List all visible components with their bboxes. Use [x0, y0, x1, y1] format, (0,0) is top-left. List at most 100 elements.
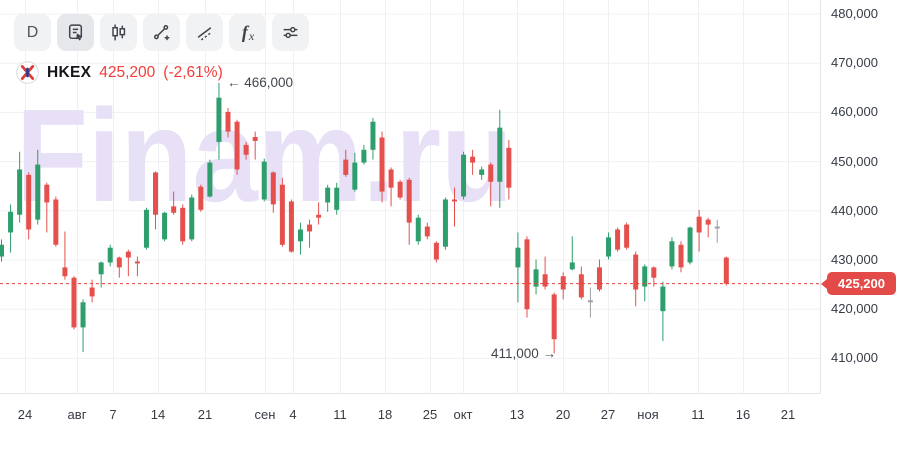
candle	[587, 287, 593, 318]
candle-body	[452, 199, 457, 202]
trendline-tool-button[interactable]	[143, 14, 180, 51]
candle	[89, 279, 95, 303]
candle-body	[696, 216, 702, 233]
time-axis-label: 21	[197, 407, 213, 422]
price-axis-separator	[820, 0, 821, 393]
candle	[252, 131, 258, 160]
candle	[379, 131, 385, 203]
candle-body	[406, 179, 412, 223]
time-axis-label: 11	[691, 407, 705, 422]
candle-body	[606, 237, 612, 257]
candle	[497, 109, 503, 208]
candle-body	[53, 199, 59, 245]
candle	[116, 256, 122, 278]
candle	[189, 194, 195, 242]
candle-body	[325, 187, 331, 203]
candle	[651, 266, 657, 287]
time-axis-label: 14	[150, 407, 166, 422]
candlestick-icon	[112, 24, 126, 41]
candle-body	[397, 181, 403, 198]
ray-icon	[197, 27, 213, 41]
candle-body	[506, 147, 512, 188]
candle-body	[542, 274, 548, 287]
candle	[107, 244, 113, 267]
candle	[234, 119, 240, 175]
grid	[0, 0, 820, 393]
time-axis-label: 21	[780, 407, 796, 422]
candle	[352, 152, 358, 192]
candle-body	[497, 127, 503, 182]
candle-body	[0, 244, 4, 257]
symbol-info: HKEX 425,200 (-2,61%)	[16, 61, 223, 84]
chart-type-button[interactable]	[100, 14, 137, 51]
candle	[723, 256, 729, 286]
candle	[8, 204, 14, 253]
candle	[270, 171, 276, 213]
candle-body	[62, 267, 68, 277]
candle	[606, 232, 612, 260]
settings-button[interactable]	[272, 14, 309, 51]
candle-body	[116, 257, 122, 268]
time-axis-label: 4	[289, 407, 297, 422]
candle	[62, 231, 68, 280]
candle-body	[352, 162, 358, 190]
candle	[406, 177, 412, 245]
candle-body	[243, 144, 249, 155]
candle-body	[479, 169, 485, 175]
candle	[80, 299, 86, 353]
symbol-ticker[interactable]: HKEX	[47, 63, 92, 81]
candle-body	[297, 229, 303, 242]
candle	[569, 236, 575, 271]
candles-layer	[0, 82, 729, 354]
candle-body	[560, 276, 566, 290]
candle-body	[125, 251, 131, 258]
candle	[560, 272, 566, 300]
candle	[261, 158, 267, 202]
notes-tool-button[interactable]	[57, 14, 94, 51]
candle	[696, 209, 702, 252]
candle-body	[687, 227, 693, 263]
candle	[524, 236, 530, 318]
candle	[17, 151, 23, 223]
candle-body	[705, 219, 711, 225]
price-badge-label: 425,200	[838, 276, 885, 291]
candle	[153, 171, 159, 230]
indicators-label-x: x	[248, 29, 255, 43]
price-axis-label: 440,000	[831, 202, 878, 218]
candle	[198, 184, 204, 212]
timeframe-button[interactable]: D	[14, 14, 51, 51]
price-badge-arrow	[821, 278, 827, 289]
candle-body	[261, 161, 267, 200]
candle	[279, 177, 285, 247]
candle	[596, 259, 602, 292]
candle-body	[361, 149, 367, 163]
candle-body	[388, 169, 394, 188]
candle-body	[98, 262, 104, 275]
candle	[660, 281, 666, 342]
candle	[615, 227, 621, 252]
candle-body	[642, 266, 648, 287]
candle-body	[107, 247, 113, 263]
candle	[225, 107, 231, 138]
candle-body	[89, 287, 95, 297]
time-axis-label: окт	[453, 407, 473, 422]
candle-body	[334, 187, 340, 210]
candle	[307, 219, 313, 248]
time-axis-label: 7	[109, 407, 117, 422]
time-axis-label: 24	[17, 407, 33, 422]
candle-body	[270, 172, 276, 205]
drawing-tool-button[interactable]	[186, 14, 223, 51]
price-axis-label: 430,000	[831, 252, 878, 267]
candle-body	[524, 239, 530, 310]
time-axis-label: авг	[67, 407, 87, 422]
candle	[678, 241, 684, 273]
candle	[433, 241, 439, 263]
time-axis-label: 27	[600, 407, 616, 422]
candle-body	[488, 164, 494, 182]
candle-body	[44, 184, 50, 203]
candle	[35, 149, 41, 225]
candle	[442, 197, 448, 250]
candle-body	[415, 217, 421, 242]
